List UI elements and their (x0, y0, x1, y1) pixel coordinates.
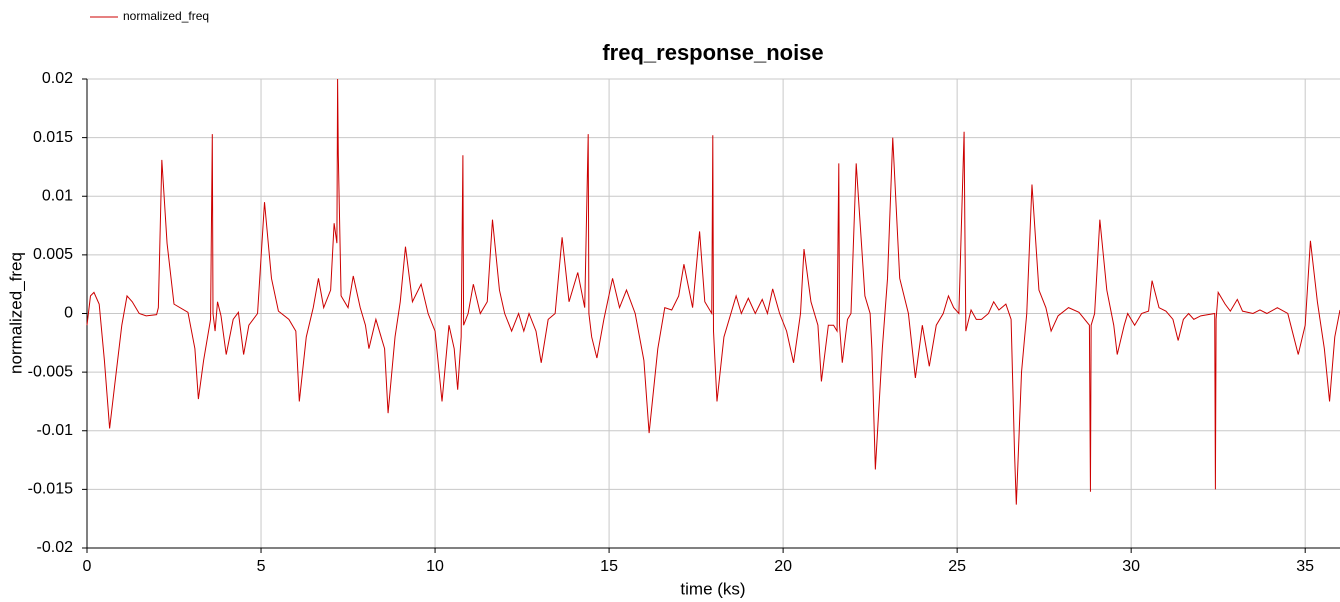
x-tick-label: 35 (1296, 558, 1314, 575)
y-tick-label: -0.02 (37, 539, 74, 556)
y-tick-label: -0.01 (37, 422, 74, 439)
y-tick-label: -0.005 (28, 363, 73, 380)
x-tick-label: 10 (426, 558, 444, 575)
y-tick-label: 0.01 (42, 187, 73, 204)
y-tick-label: 0.02 (42, 70, 73, 87)
y-tick-label: 0 (64, 305, 73, 322)
x-tick-label: 30 (1122, 558, 1140, 575)
x-tick-label: 5 (257, 558, 266, 575)
x-tick-label: 0 (83, 558, 92, 575)
x-tick-label: 15 (600, 558, 618, 575)
x-tick-label: 20 (774, 558, 792, 575)
y-tick-label: -0.015 (28, 481, 73, 498)
x-tick-label: 25 (948, 558, 966, 575)
data-line (86, 78, 1340, 505)
legend-label: normalized_freq (123, 9, 209, 23)
x-axis-label: time (ks) (680, 579, 745, 598)
y-tick-label: 0.005 (33, 246, 73, 263)
y-axis-label: normalized_freq (6, 252, 25, 374)
chart-title: freq_response_noise (602, 40, 823, 65)
y-tick-label: 0.015 (33, 129, 73, 146)
